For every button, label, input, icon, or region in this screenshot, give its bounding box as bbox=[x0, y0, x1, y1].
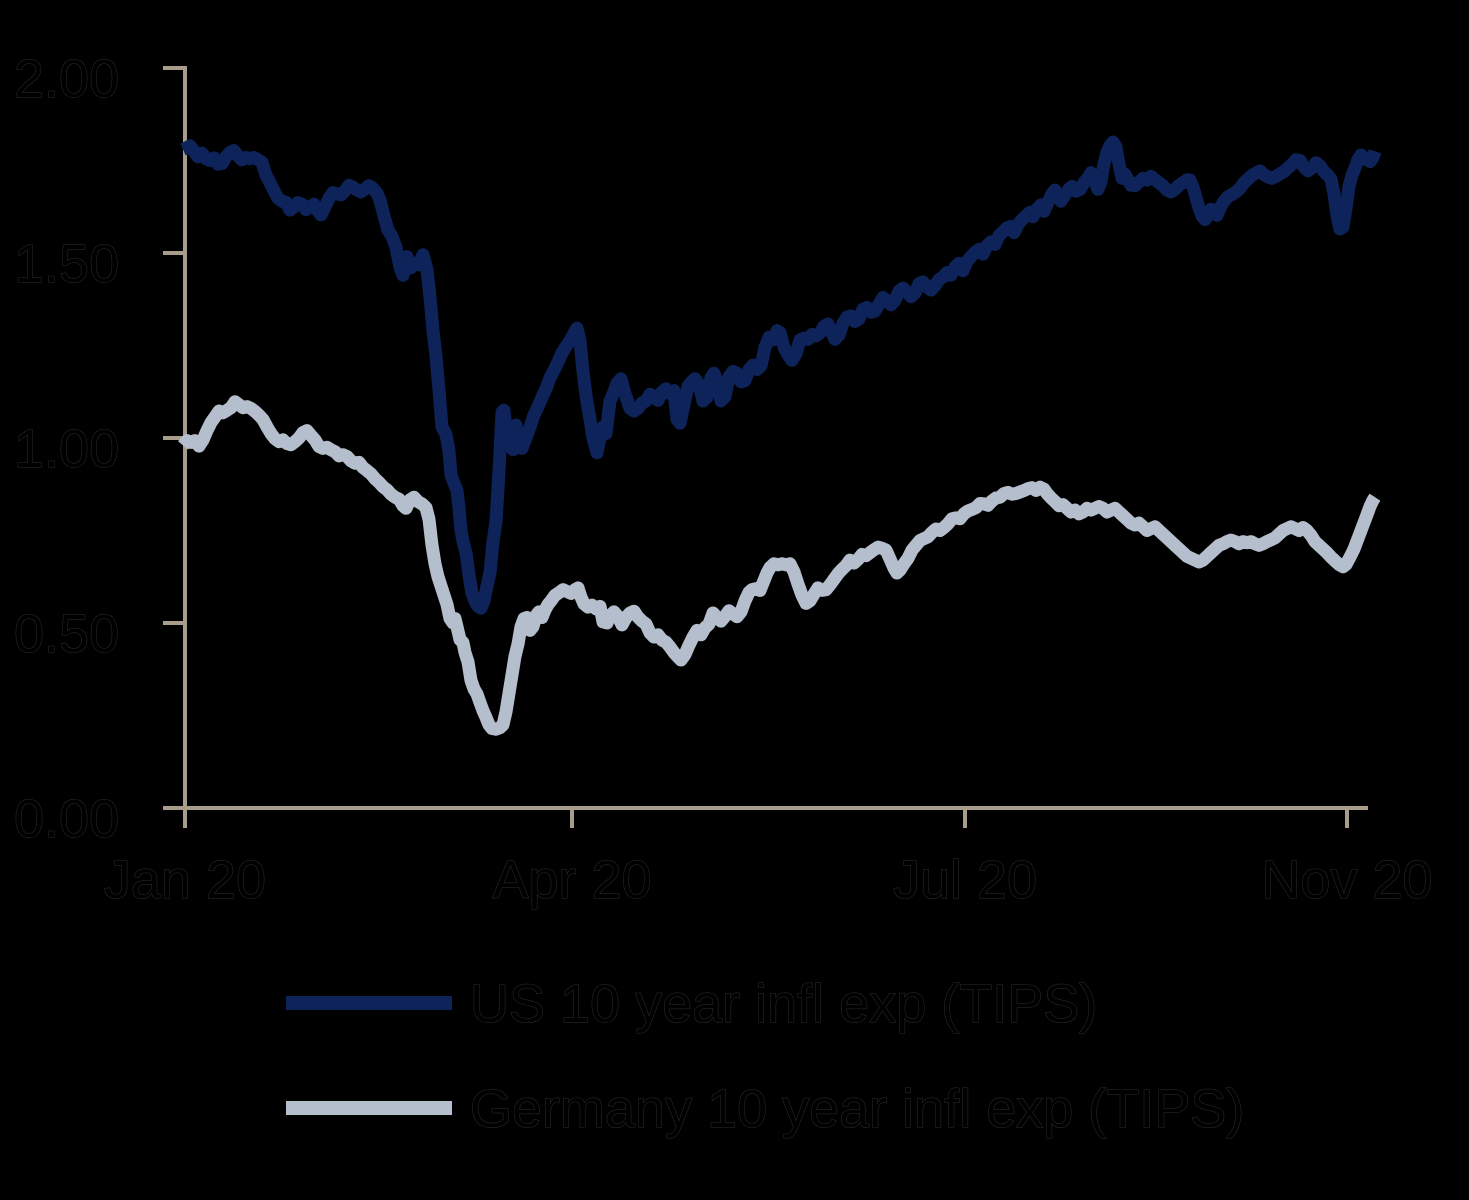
y-axis-labels: 2.00 1.50 1.00 0.50 0.00 bbox=[14, 49, 120, 850]
legend-label-germany: Germany 10 year infl exp (TIPS) bbox=[470, 1079, 1244, 1139]
x-axis-ticks bbox=[183, 808, 1349, 828]
x-tick-label: Jan 20 bbox=[104, 850, 266, 910]
x-tick-label: Jul 20 bbox=[893, 850, 1037, 910]
y-tick-label: 0.00 bbox=[14, 789, 119, 849]
axes bbox=[163, 66, 1368, 828]
y-tick-label: 1.00 bbox=[14, 419, 119, 479]
x-axis-labels: Jan 20 Apr 20 Jul 20 Nov 20 bbox=[103, 850, 1433, 911]
series-germany-10y-line bbox=[178, 395, 1381, 736]
series-us-10y-line bbox=[180, 135, 1382, 615]
y-axis-ticks bbox=[163, 66, 185, 810]
x-tick-label: Apr 20 bbox=[492, 850, 651, 910]
y-tick-label: 0.50 bbox=[14, 604, 119, 664]
x-tick-label: Nov 20 bbox=[1261, 850, 1432, 910]
legend: US 10 year infl exp (TIPS) Germany 10 ye… bbox=[286, 974, 1245, 1140]
legend-label-us: US 10 year infl exp (TIPS) bbox=[470, 974, 1097, 1034]
plot-series bbox=[178, 135, 1382, 736]
y-tick-label: 1.50 bbox=[14, 234, 119, 294]
y-tick-label: 2.00 bbox=[14, 49, 119, 109]
